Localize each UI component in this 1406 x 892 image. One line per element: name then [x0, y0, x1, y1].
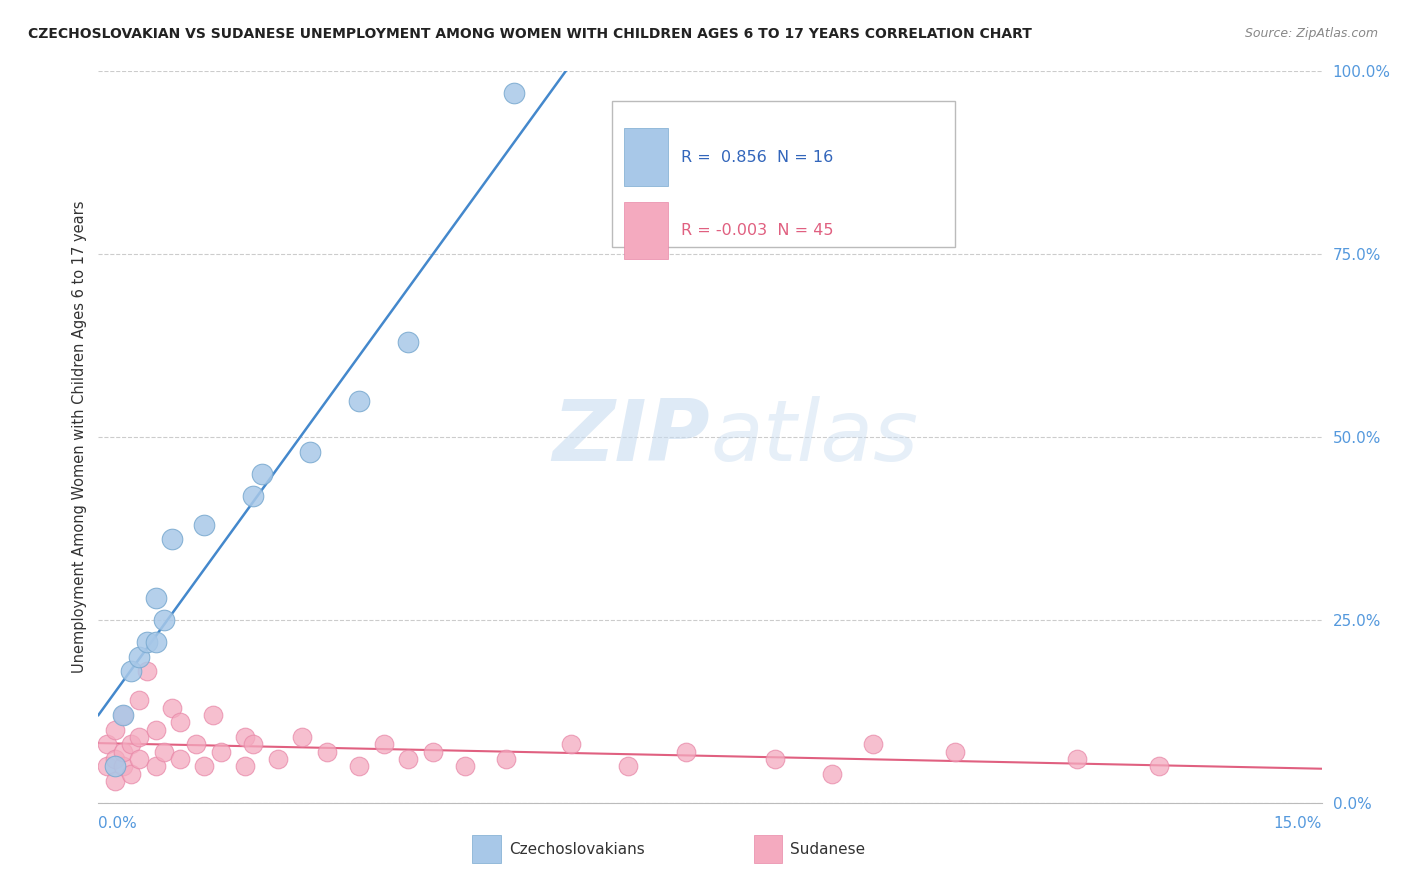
Point	[104, 759, 127, 773]
Point	[193, 517, 215, 532]
Point	[454, 759, 477, 773]
Point	[267, 752, 290, 766]
Point	[120, 737, 142, 751]
Point	[111, 708, 134, 723]
Point	[250, 467, 273, 481]
Point	[96, 737, 118, 751]
Point	[422, 745, 444, 759]
Point	[1147, 759, 1170, 773]
Point	[201, 708, 224, 723]
Point	[373, 737, 395, 751]
Text: 0.0%: 0.0%	[98, 816, 138, 831]
Point	[128, 693, 150, 707]
Point	[209, 745, 232, 759]
Point	[943, 745, 966, 759]
Point	[128, 730, 150, 744]
Point	[193, 759, 215, 773]
Point	[503, 87, 526, 101]
Point	[233, 759, 256, 773]
Point	[120, 766, 142, 780]
Point	[111, 759, 134, 773]
Text: CZECHOSLOVAKIAN VS SUDANESE UNEMPLOYMENT AMONG WOMEN WITH CHILDREN AGES 6 TO 17 : CZECHOSLOVAKIAN VS SUDANESE UNEMPLOYMENT…	[28, 27, 1032, 41]
Point	[396, 334, 419, 349]
Text: R = -0.003  N = 45: R = -0.003 N = 45	[681, 223, 834, 238]
Point	[160, 700, 183, 714]
Point	[145, 591, 167, 605]
FancyBboxPatch shape	[624, 128, 668, 186]
Point	[186, 737, 208, 751]
Text: atlas: atlas	[710, 395, 918, 479]
Point	[160, 533, 183, 547]
FancyBboxPatch shape	[624, 202, 668, 260]
Point	[617, 759, 640, 773]
Point	[242, 737, 264, 751]
Point	[152, 745, 174, 759]
Point	[349, 393, 371, 408]
Point	[315, 745, 337, 759]
Point	[104, 723, 127, 737]
Text: ZIP: ZIP	[553, 395, 710, 479]
Point	[104, 752, 127, 766]
Point	[291, 730, 314, 744]
Point	[763, 752, 786, 766]
Y-axis label: Unemployment Among Women with Children Ages 6 to 17 years: Unemployment Among Women with Children A…	[72, 201, 87, 673]
Point	[136, 635, 159, 649]
Point	[169, 752, 191, 766]
Point	[862, 737, 884, 751]
Point	[111, 745, 134, 759]
Point	[396, 752, 419, 766]
Point	[145, 759, 167, 773]
Point	[104, 773, 127, 788]
Point	[128, 752, 150, 766]
Point	[120, 664, 142, 678]
Point	[675, 745, 697, 759]
Point	[560, 737, 582, 751]
Point	[233, 730, 256, 744]
Point	[349, 759, 371, 773]
Point	[299, 444, 322, 458]
Point	[821, 766, 844, 780]
Point	[152, 613, 174, 627]
Text: Czechoslovakians: Czechoslovakians	[509, 842, 645, 856]
Point	[96, 759, 118, 773]
Text: Source: ZipAtlas.com: Source: ZipAtlas.com	[1244, 27, 1378, 40]
Text: R =  0.856  N = 16: R = 0.856 N = 16	[681, 150, 832, 165]
Point	[169, 715, 191, 730]
Point	[495, 752, 517, 766]
Point	[128, 649, 150, 664]
Text: Sudanese: Sudanese	[790, 842, 865, 856]
Point	[145, 723, 167, 737]
Point	[111, 708, 134, 723]
Point	[1066, 752, 1088, 766]
Point	[136, 664, 159, 678]
Point	[145, 635, 167, 649]
Text: 15.0%: 15.0%	[1274, 816, 1322, 831]
Point	[242, 489, 264, 503]
FancyBboxPatch shape	[612, 101, 955, 247]
